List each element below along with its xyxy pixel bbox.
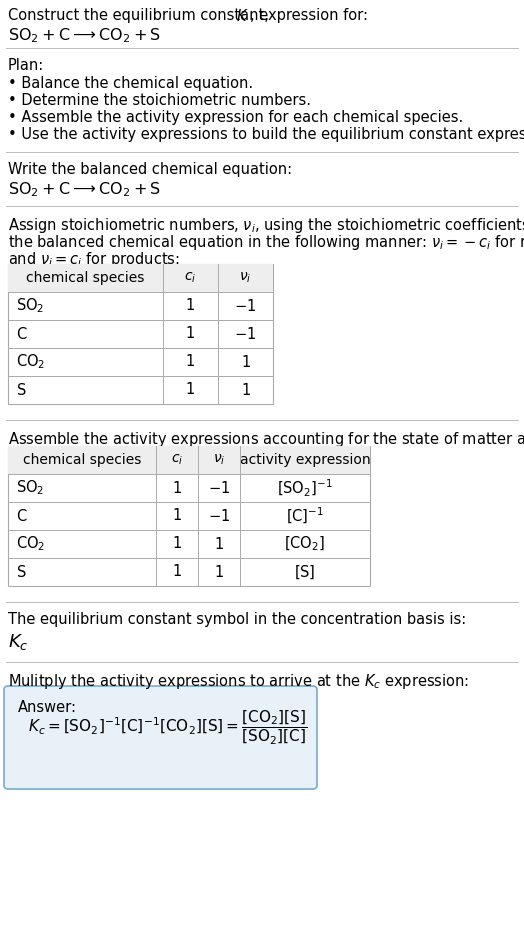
Text: Assemble the activity expressions accounting for the state of matter and $\nu_i$: Assemble the activity expressions accoun…	[8, 430, 524, 449]
Text: Construct the equilibrium constant,: Construct the equilibrium constant,	[8, 8, 274, 23]
Text: 1: 1	[172, 480, 182, 495]
Text: Plan:: Plan:	[8, 58, 44, 73]
Text: $K_c$: $K_c$	[8, 632, 29, 652]
Text: $K_c = [\mathrm{SO_2}]^{-1}[\mathrm{C}]^{-1}[\mathrm{CO_2}][\mathrm{S}] = \dfrac: $K_c = [\mathrm{SO_2}]^{-1}[\mathrm{C}]^…	[28, 709, 307, 747]
Text: $[\mathrm{C}]^{-1}$: $[\mathrm{C}]^{-1}$	[286, 506, 324, 526]
Text: $\mathrm{CO_2}$: $\mathrm{CO_2}$	[16, 353, 45, 371]
Text: $\nu_i$: $\nu_i$	[213, 453, 225, 467]
Bar	[8, 264, 273, 404]
Text: $[\mathrm{CO_2}]$: $[\mathrm{CO_2}]$	[285, 535, 325, 553]
Text: $1$: $1$	[241, 382, 250, 398]
Text: the balanced chemical equation in the following manner: $\nu_i = -c_i$ for react: the balanced chemical equation in the fo…	[8, 233, 524, 252]
Text: $1$: $1$	[241, 354, 250, 370]
FancyBboxPatch shape	[4, 686, 317, 789]
Text: $\mathrm{SO_2 + C} \longrightarrow \mathrm{CO_2 + S}$: $\mathrm{SO_2 + C} \longrightarrow \math…	[8, 26, 161, 45]
Text: 1: 1	[186, 355, 195, 369]
Text: $\mathrm{SO_2}$: $\mathrm{SO_2}$	[16, 478, 45, 497]
Text: $-1$: $-1$	[208, 480, 230, 496]
Text: • Balance the chemical equation.: • Balance the chemical equation.	[8, 76, 253, 91]
Text: $\mathrm{C}$: $\mathrm{C}$	[16, 508, 27, 524]
Bar	[8, 446, 370, 586]
Text: $\mathrm{SO_2}$: $\mathrm{SO_2}$	[16, 297, 45, 315]
Text: $[\mathrm{S}]$: $[\mathrm{S}]$	[294, 564, 316, 581]
Text: $\nu_i$: $\nu_i$	[239, 270, 252, 286]
Text: Assign stoichiometric numbers, $\nu_i$, using the stoichiometric coefficients, $: Assign stoichiometric numbers, $\nu_i$, …	[8, 216, 524, 235]
Text: $[\mathrm{SO_2}]^{-1}$: $[\mathrm{SO_2}]^{-1}$	[277, 477, 333, 498]
Text: $1$: $1$	[214, 564, 224, 580]
Text: $-1$: $-1$	[234, 298, 257, 314]
Text: • Use the activity expressions to build the equilibrium constant expression.: • Use the activity expressions to build …	[8, 127, 524, 142]
Text: $c_i$: $c_i$	[184, 270, 196, 286]
Text: 1: 1	[186, 382, 195, 398]
Text: $\mathrm{SO_2 + C} \longrightarrow \mathrm{CO_2 + S}$: $\mathrm{SO_2 + C} \longrightarrow \math…	[8, 180, 161, 198]
Text: and $\nu_i = c_i$ for products:: and $\nu_i = c_i$ for products:	[8, 250, 180, 269]
Text: $\mathrm{C}$: $\mathrm{C}$	[16, 326, 27, 342]
Text: , expression for:: , expression for:	[250, 8, 368, 23]
Text: activity expression: activity expression	[239, 453, 370, 467]
Text: $\mathrm{CO_2}$: $\mathrm{CO_2}$	[16, 534, 45, 553]
Text: 1: 1	[172, 536, 182, 551]
Text: $-1$: $-1$	[208, 508, 230, 524]
Text: $c_i$: $c_i$	[171, 453, 183, 467]
Text: chemical species: chemical species	[23, 453, 141, 467]
Text: $-1$: $-1$	[234, 326, 257, 342]
Text: The equilibrium constant symbol in the concentration basis is:: The equilibrium constant symbol in the c…	[8, 612, 466, 627]
Text: chemical species: chemical species	[26, 271, 145, 285]
Bar	[8, 446, 370, 474]
Text: • Determine the stoichiometric numbers.: • Determine the stoichiometric numbers.	[8, 93, 311, 108]
Text: 1: 1	[172, 565, 182, 580]
Text: $\mathrm{S}$: $\mathrm{S}$	[16, 382, 27, 398]
Text: Mulitply the activity expressions to arrive at the $K_c$ expression:: Mulitply the activity expressions to arr…	[8, 672, 469, 691]
Text: 1: 1	[172, 509, 182, 524]
Text: Answer:: Answer:	[18, 700, 77, 715]
Text: Write the balanced chemical equation:: Write the balanced chemical equation:	[8, 162, 292, 177]
Text: $K$: $K$	[236, 8, 248, 24]
Text: $1$: $1$	[214, 536, 224, 552]
Text: $\mathrm{S}$: $\mathrm{S}$	[16, 564, 27, 580]
Text: 1: 1	[186, 326, 195, 342]
Bar	[8, 264, 273, 292]
Text: 1: 1	[186, 299, 195, 313]
Text: • Assemble the activity expression for each chemical species.: • Assemble the activity expression for e…	[8, 110, 463, 125]
